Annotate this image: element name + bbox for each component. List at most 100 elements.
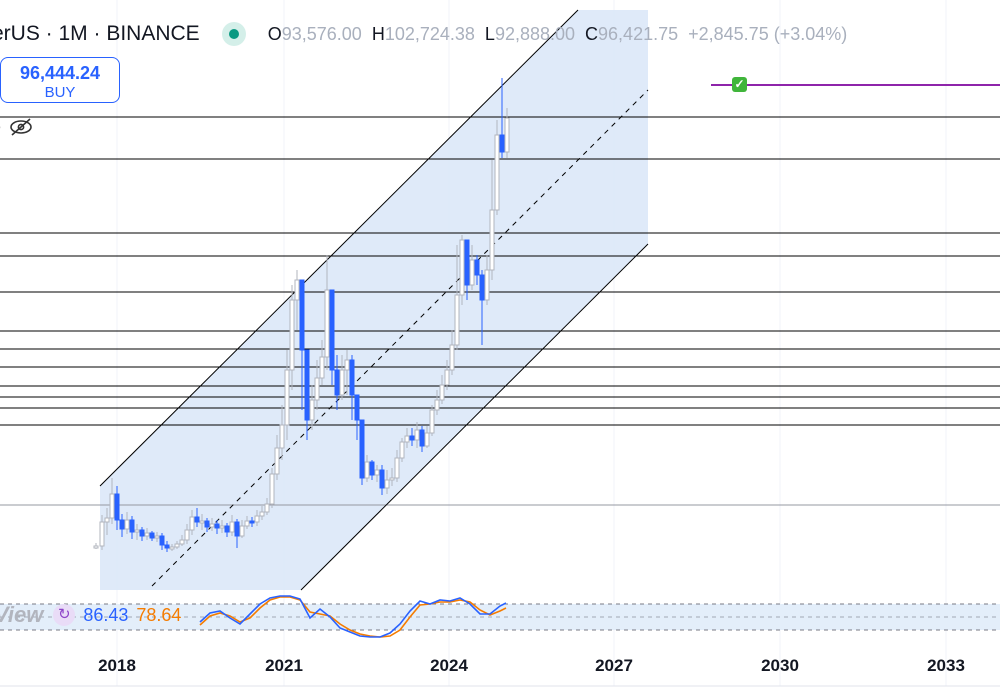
- candle-body: [284, 369, 290, 426]
- candle-body: [294, 279, 300, 301]
- candle-body: [414, 429, 420, 441]
- candle-body: [439, 384, 445, 401]
- candle-body: [109, 493, 115, 519]
- candle-body: [119, 519, 125, 530]
- candle-body: [274, 447, 280, 475]
- candle-body: [149, 532, 155, 539]
- candle-body: [319, 356, 325, 379]
- candle-body: [349, 359, 355, 396]
- candle-body: [379, 469, 385, 489]
- candle-body: [289, 299, 295, 371]
- year-label: 2021: [265, 656, 303, 675]
- candle-body: [449, 344, 455, 371]
- close-label: C: [585, 23, 599, 44]
- candle-body: [329, 289, 335, 371]
- candle-body: [259, 511, 265, 517]
- horizontal-levels[interactable]: [0, 116, 1000, 506]
- close-value: 96,421.75: [598, 23, 679, 44]
- buy-price: 96,444.24: [19, 63, 101, 83]
- candle-body: [299, 279, 305, 351]
- candle-body: [219, 525, 225, 529]
- low-label: L: [484, 23, 495, 44]
- candle-body: [169, 546, 175, 550]
- candle-body: [464, 239, 470, 286]
- candle-body: [279, 424, 285, 449]
- candle-body: [93, 545, 99, 549]
- open-label: O: [267, 23, 282, 44]
- candle-body: [354, 394, 360, 421]
- candlestick-series: [93, 78, 510, 552]
- candle-body: [459, 239, 465, 296]
- candle-body: [154, 535, 160, 539]
- candle-body: [139, 529, 145, 537]
- candle-body: [239, 525, 245, 537]
- candle-body: [389, 477, 395, 481]
- candle-body: [424, 432, 430, 447]
- visibility-toggle[interactable]: 6: [0, 118, 33, 136]
- candle-body: [249, 520, 255, 524]
- candle-body: [204, 520, 210, 528]
- candle-body: [114, 493, 120, 521]
- candle-body: [99, 521, 105, 547]
- candle-body: [264, 503, 270, 513]
- candle-body: [484, 269, 490, 301]
- candle-body: [314, 377, 320, 401]
- candle-body: [479, 274, 485, 301]
- candle-body: [409, 435, 415, 441]
- candle-body: [434, 399, 440, 411]
- oscillator-k-line: [199, 595, 507, 638]
- change-value: +2,845.75 (+3.04%): [688, 23, 848, 44]
- candle-body: [304, 349, 310, 421]
- buy-label: BUY: [44, 84, 76, 101]
- eye-off-icon[interactable]: [9, 118, 33, 136]
- candle-body: [394, 457, 400, 479]
- candle-body: [224, 525, 230, 533]
- candle-body: [229, 521, 235, 533]
- symbol-header: erUS · 1M · BINANCE O93,576.00 H102,724.…: [0, 18, 847, 50]
- candle-body: [339, 369, 345, 396]
- candle-body: [144, 532, 150, 537]
- candle-body: [384, 479, 390, 489]
- ohlc-values: O93,576.00 H102,724.38 L92,888.00 C96,42…: [268, 24, 848, 45]
- candle-body: [194, 516, 200, 523]
- candle-body: [189, 516, 195, 531]
- year-label: 2030: [761, 656, 799, 675]
- indicator-d-value: 78.64: [136, 604, 182, 625]
- parallel-channel[interactable]: [100, 10, 648, 590]
- candle-body: [309, 399, 315, 421]
- indicator-name: View: [0, 602, 44, 627]
- check-icon[interactable]: ✓: [732, 77, 747, 92]
- candle-body: [214, 523, 220, 529]
- market-status-icon: [221, 22, 246, 46]
- symbol-title[interactable]: erUS · 1M · BINANCE: [0, 22, 200, 45]
- channel-lower-line[interactable]: [300, 243, 649, 591]
- candle-body: [179, 539, 185, 545]
- candle-body: [209, 523, 215, 528]
- year-label: 2018: [98, 656, 136, 675]
- candle-body: [164, 544, 170, 549]
- channel-upper-line[interactable]: [99, 9, 579, 487]
- candle-body: [404, 435, 410, 443]
- candle-body: [499, 134, 505, 153]
- indicator-legend: View ↻ 86.43 78.64: [0, 602, 181, 628]
- candle-body: [124, 519, 130, 530]
- candle-body: [344, 359, 350, 371]
- indicator-k-value: 86.43: [83, 604, 129, 625]
- visibility-label: 6: [0, 118, 1, 136]
- candle-body: [334, 369, 340, 396]
- year-label: 2024: [430, 656, 468, 675]
- candle-body: [244, 520, 250, 527]
- channel-mid-line[interactable]: [151, 89, 649, 587]
- year-label: 2027: [595, 656, 633, 675]
- candle-body: [489, 209, 495, 271]
- open-value: 93,576.00: [281, 23, 362, 44]
- refresh-icon[interactable]: ↻: [53, 604, 76, 626]
- year-label: 2033: [927, 656, 965, 675]
- low-value: 92,888.00: [494, 23, 576, 44]
- buy-button[interactable]: 96,444.24 BUY: [0, 57, 120, 103]
- candle-body: [399, 441, 405, 459]
- candle-body: [419, 429, 425, 447]
- high-value: 102,724.38: [384, 23, 475, 44]
- candle-body: [504, 117, 510, 153]
